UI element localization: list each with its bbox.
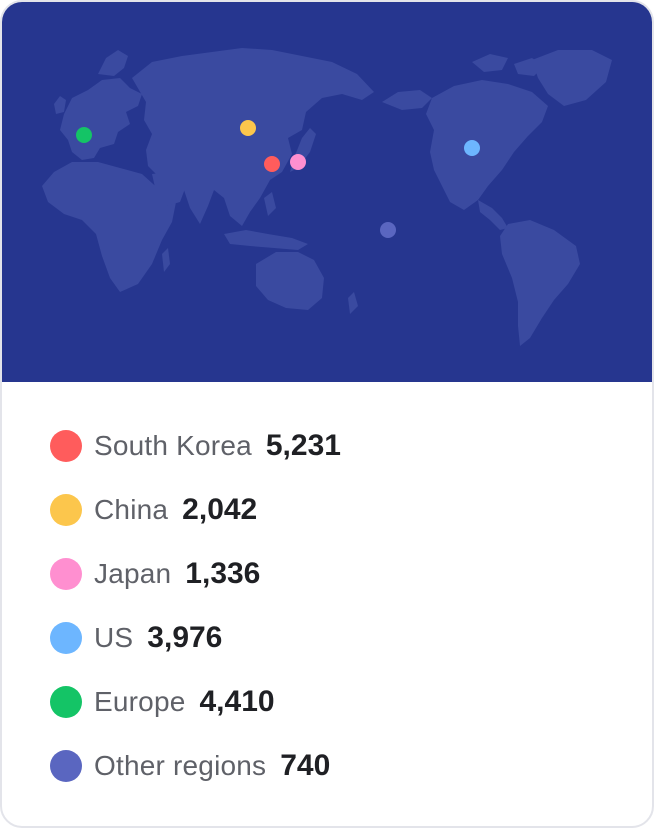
new-zealand-landmass [348, 292, 358, 314]
scandinavia-landmass [98, 50, 128, 76]
uk-landmass [54, 96, 66, 114]
purple-dot-icon [50, 750, 82, 782]
region-legend: South Korea 5,231 China 2,042 Japan 1,33… [50, 414, 620, 798]
legend-value: 1,336 [185, 557, 261, 590]
pink-dot-icon [50, 558, 82, 590]
other-regions-marker [380, 222, 396, 238]
asia-landmass [132, 48, 374, 226]
arabia-landmass [152, 172, 186, 206]
legend-label: Japan [94, 558, 172, 589]
legend-label: Other regions [94, 750, 267, 781]
legend-item-europe: Europe 4,410 [50, 670, 620, 734]
north-america-landmass [426, 80, 548, 210]
legend-item-other-regions: Other regions 740 [50, 734, 620, 798]
japan-marker [290, 154, 306, 170]
blue-dot-icon [50, 622, 82, 654]
legend-label: China [94, 494, 169, 525]
legend-label: Europe [94, 686, 186, 717]
us-marker [464, 140, 480, 156]
legend-value: 2,042 [182, 493, 258, 526]
legend-item-us: US 3,976 [50, 606, 620, 670]
alaska-landmass [382, 90, 432, 110]
red-dot-icon [50, 430, 82, 462]
legend-item-china: China 2,042 [50, 478, 620, 542]
legend-value: 740 [280, 749, 331, 782]
greenland-landmass [532, 50, 612, 106]
central-america-landmass [478, 200, 508, 230]
legend-item-japan: Japan 1,336 [50, 542, 620, 606]
legend-item-south-korea: South Korea 5,231 [50, 414, 620, 478]
australia-landmass [256, 252, 324, 310]
south-america-landmass [500, 220, 580, 346]
south-korea-marker [264, 156, 280, 172]
world-map-graphic [42, 48, 612, 346]
world-map [2, 2, 652, 382]
madagascar-landmass [162, 248, 170, 272]
europe-landmass [60, 78, 142, 160]
arctic-islands-landmass [472, 54, 508, 72]
africa-landmass [42, 162, 176, 292]
legend-value: 4,410 [199, 685, 275, 718]
philippines-landmass [264, 192, 276, 216]
legend-label: South Korea [94, 430, 252, 461]
indonesia-landmass [224, 230, 308, 250]
china-marker [240, 120, 256, 136]
yellow-dot-icon [50, 494, 82, 526]
legend-label: US [94, 622, 134, 653]
green-dot-icon [50, 686, 82, 718]
legend-value: 3,976 [147, 621, 223, 654]
europe-marker [76, 127, 92, 143]
legend-value: 5,231 [265, 429, 341, 462]
